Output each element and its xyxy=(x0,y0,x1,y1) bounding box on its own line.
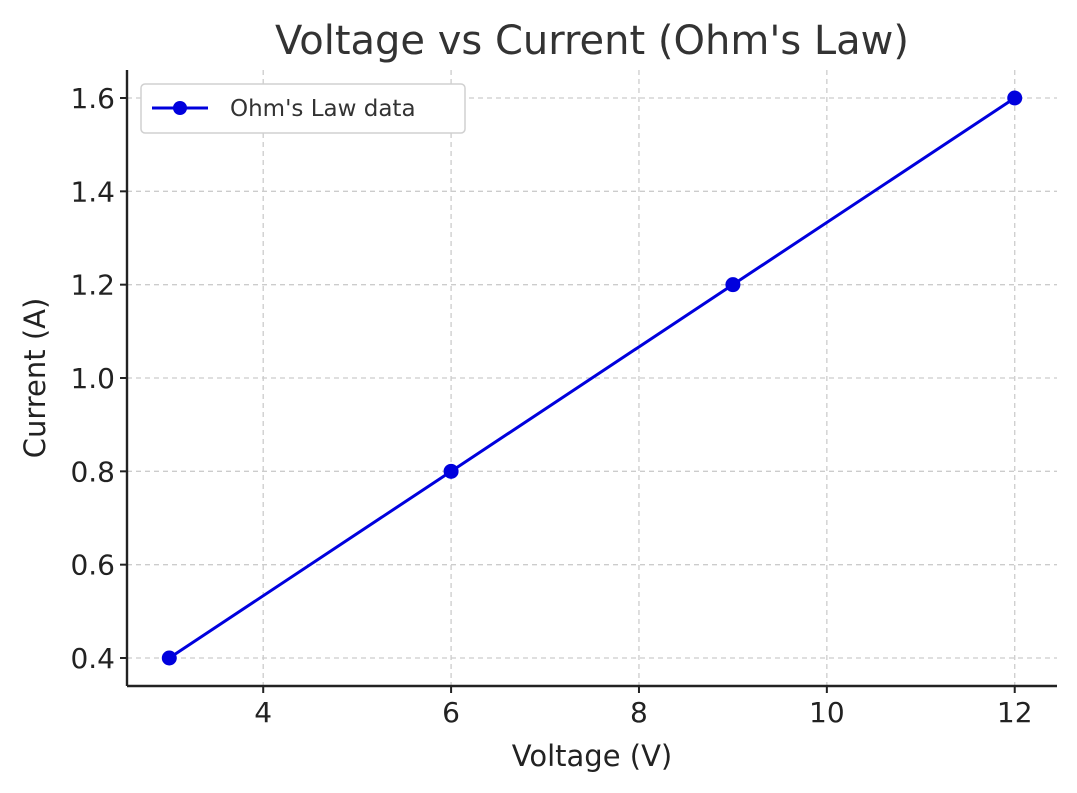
series-line xyxy=(168,96,1016,660)
data-point xyxy=(725,277,741,293)
chart-title: Voltage vs Current (Ohm's Law) xyxy=(275,18,909,64)
y-tick-label: 0.4 xyxy=(70,642,115,675)
y-axis-label: Current (A) xyxy=(18,298,52,459)
data-point xyxy=(443,463,459,479)
legend-box xyxy=(140,83,466,134)
y-tick-label: 0.6 xyxy=(70,549,115,582)
x-tick-label: 6 xyxy=(442,696,460,729)
data-point xyxy=(1007,90,1023,106)
grid xyxy=(127,70,1057,686)
y-tick-label: 1.2 xyxy=(70,269,115,302)
x-axis-label: Voltage (V) xyxy=(512,739,672,773)
legend-label: Ohm's Law data xyxy=(230,96,416,122)
y-tick-label: 1.0 xyxy=(70,362,115,395)
y-tick-label: 0.8 xyxy=(70,455,115,488)
legend: Ohm's Law data xyxy=(140,83,466,134)
x-tick-label: 8 xyxy=(630,696,648,729)
legend-marker-swatch xyxy=(173,101,187,115)
y-tick-label: 1.4 xyxy=(70,175,115,208)
y-tick-label: 1.6 xyxy=(70,82,115,115)
x-tick-label: 12 xyxy=(997,696,1033,729)
ticks: 4 6 8 10 12 0.4 0.6 0.8 1.0 1.2 1.4 1.6 xyxy=(70,82,1032,729)
x-tick-label: 4 xyxy=(254,696,272,729)
data-point xyxy=(161,650,177,666)
x-tick-label: 10 xyxy=(809,696,845,729)
series xyxy=(161,90,1023,666)
